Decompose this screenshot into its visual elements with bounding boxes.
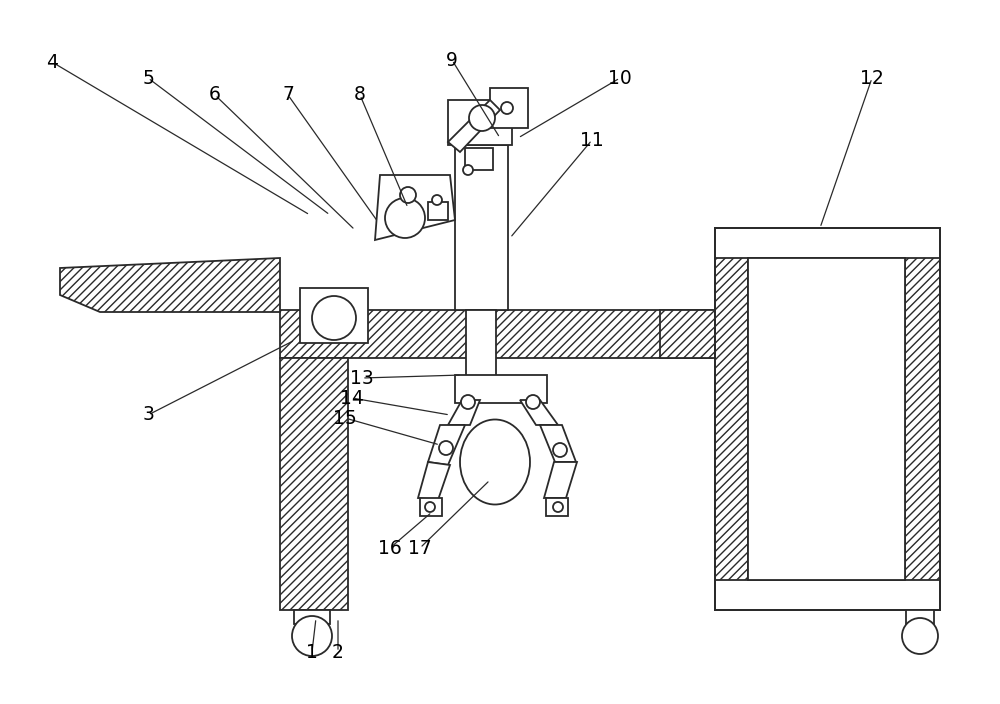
Text: 9: 9 bbox=[446, 51, 458, 70]
Bar bbox=[448, 100, 512, 145]
Bar bbox=[546, 498, 568, 516]
Circle shape bbox=[425, 502, 435, 512]
Bar bbox=[715, 228, 748, 610]
Circle shape bbox=[312, 296, 356, 340]
Text: 3: 3 bbox=[142, 406, 154, 425]
Text: 2: 2 bbox=[332, 643, 344, 662]
Polygon shape bbox=[448, 100, 500, 152]
Circle shape bbox=[461, 395, 475, 409]
Text: 12: 12 bbox=[860, 68, 884, 87]
Text: 15: 15 bbox=[333, 408, 357, 427]
Text: 10: 10 bbox=[608, 68, 632, 87]
Text: 8: 8 bbox=[354, 85, 366, 104]
Text: 11: 11 bbox=[580, 130, 604, 149]
Text: 6: 6 bbox=[209, 85, 221, 104]
Bar bbox=[420, 498, 442, 516]
Ellipse shape bbox=[460, 420, 530, 505]
Circle shape bbox=[553, 502, 563, 512]
Bar bbox=[660, 310, 715, 358]
Circle shape bbox=[902, 618, 938, 654]
Bar bbox=[280, 310, 712, 358]
Circle shape bbox=[432, 195, 442, 205]
Bar bbox=[300, 288, 368, 343]
Text: 4: 4 bbox=[46, 53, 58, 72]
Text: 16: 16 bbox=[378, 539, 402, 558]
Circle shape bbox=[385, 198, 425, 238]
Polygon shape bbox=[375, 175, 455, 240]
Text: 17: 17 bbox=[408, 539, 432, 558]
Circle shape bbox=[469, 105, 495, 131]
Text: 14: 14 bbox=[340, 389, 364, 408]
Bar bbox=[455, 145, 508, 310]
Circle shape bbox=[501, 102, 513, 114]
Circle shape bbox=[292, 616, 332, 656]
Polygon shape bbox=[544, 462, 577, 498]
Polygon shape bbox=[60, 258, 280, 312]
Text: 1: 1 bbox=[306, 643, 318, 662]
Circle shape bbox=[463, 165, 473, 175]
Bar bbox=[715, 580, 940, 610]
Circle shape bbox=[553, 443, 567, 457]
Text: 13: 13 bbox=[350, 368, 374, 387]
Circle shape bbox=[526, 395, 540, 409]
Circle shape bbox=[400, 187, 416, 203]
Bar bbox=[905, 228, 940, 610]
Circle shape bbox=[439, 441, 453, 455]
Bar bbox=[428, 202, 448, 220]
Bar bbox=[294, 610, 330, 624]
Bar bbox=[748, 258, 905, 580]
Polygon shape bbox=[418, 462, 450, 500]
Text: 5: 5 bbox=[142, 68, 154, 87]
Bar bbox=[906, 610, 934, 624]
Bar bbox=[466, 310, 496, 378]
Bar bbox=[455, 375, 547, 403]
Bar bbox=[490, 88, 528, 128]
Polygon shape bbox=[448, 400, 480, 425]
Bar bbox=[715, 228, 940, 258]
Polygon shape bbox=[540, 425, 576, 462]
Polygon shape bbox=[428, 425, 465, 465]
Text: 7: 7 bbox=[282, 85, 294, 104]
Polygon shape bbox=[520, 400, 558, 425]
Bar bbox=[280, 358, 348, 610]
Bar bbox=[465, 148, 493, 170]
